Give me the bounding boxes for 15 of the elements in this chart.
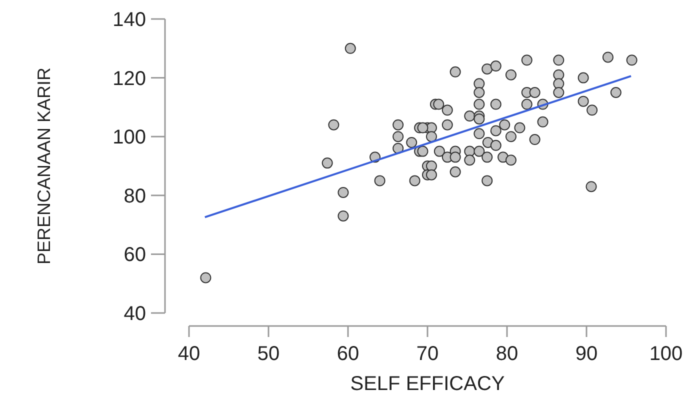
x-tick-label: 70 <box>416 343 439 365</box>
x-tick-label: 100 <box>649 343 683 365</box>
y-tick-label: 80 <box>124 185 146 208</box>
y-tick-label: 120 <box>112 68 146 90</box>
y-tick-label: 60 <box>124 244 146 266</box>
y-axis-title: PERENCANAAN KARIR <box>34 67 54 265</box>
x-tick-label: 60 <box>336 343 360 365</box>
x-tick-label: 90 <box>575 343 598 365</box>
x-tick-label: 50 <box>257 343 280 365</box>
x-axis-title: SELF EFFICACY <box>350 373 505 395</box>
y-tick-label: 140 <box>112 9 146 31</box>
y-tick-label: 100 <box>112 126 146 149</box>
y-tick-label: 40 <box>124 303 146 325</box>
x-tick-label: 80 <box>496 343 518 365</box>
x-tick-label: 40 <box>178 343 200 365</box>
